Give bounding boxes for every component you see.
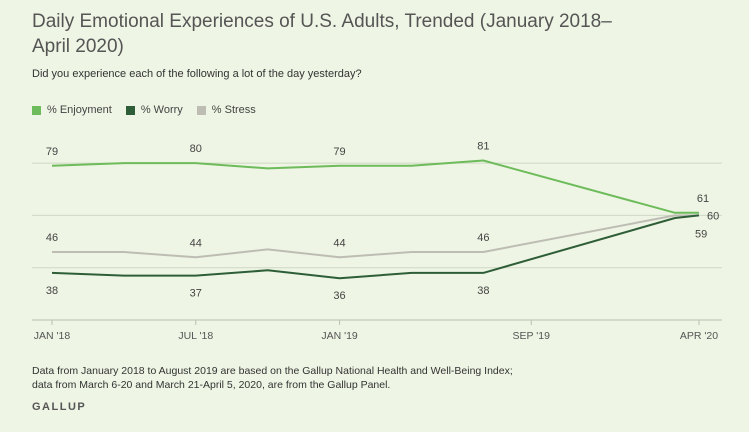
x-tick-label: JAN '19 [321,330,358,342]
data-label-worry: 38 [46,285,58,297]
data-label-stress: 44 [333,237,345,249]
chart-title: Daily Emotional Experiences of U.S. Adul… [32,11,612,57]
legend-swatch-stress [196,105,206,115]
legend-item-enjoyment: % Enjoyment [32,104,112,116]
data-label-enjoyment: 81 [477,141,489,153]
data-label-worry: 36 [333,290,345,302]
data-label-stress: 46 [46,232,58,244]
legend-swatch-worry [125,105,135,115]
legend-label-stress: % Stress [211,104,256,116]
series-line-stress [52,214,699,259]
x-tick-label: JAN '18 [34,330,71,342]
footnote-line-2: data from March 6-20 and March 21-April … [32,379,391,391]
data-label-worry: 59 [695,228,707,240]
data-label-enjoyment: 61 [697,193,709,205]
x-tick-label: SEP '19 [513,330,551,342]
data-label-stress: 60 [707,210,719,222]
data-label-enjoyment: 79 [46,146,58,158]
x-tick-label: JUL '18 [178,330,213,342]
data-label-enjoyment: 80 [190,143,202,155]
legend-label-enjoyment: % Enjoyment [47,104,112,116]
footnote-line-1: Data from January 2018 to August 2019 ar… [32,365,513,377]
data-label-stress: 46 [477,232,489,244]
legend: % Enjoyment % Worry % Stress [32,104,270,116]
legend-swatch-enjoyment [32,105,41,115]
data-label-worry: 37 [190,288,202,300]
legend-item-stress: % Stress [196,104,256,116]
series-line-enjoyment [51,159,699,214]
legend-label-worry: % Worry [140,104,183,116]
chart-subtitle: Did you experience each of the following… [32,68,362,80]
footnote: Data from January 2018 to August 2019 ar… [32,364,513,392]
data-label-enjoyment: 79 [333,146,345,158]
gallup-logo-text: GALLUP [32,401,87,413]
legend-item-worry: % Worry [125,104,183,116]
series-line-worry [51,214,700,280]
data-label-stress: 44 [190,237,202,249]
data-label-worry: 38 [477,285,489,297]
x-tick-label: APR '20 [680,330,718,342]
